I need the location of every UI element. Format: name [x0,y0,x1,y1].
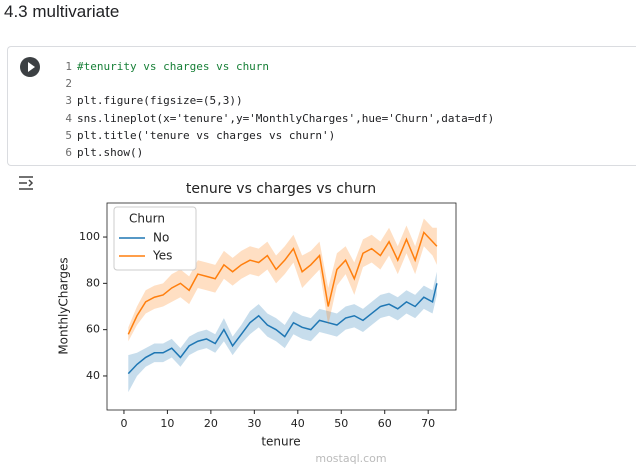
line-number: 6 [65,145,72,159]
x-tick-label: 0 [120,417,127,430]
line [127,230,438,335]
legend-box [113,206,197,271]
plot-frame [106,202,457,411]
x-tick-label: 50 [334,417,348,430]
y-tick-label: 60 [86,323,100,336]
y-tick-label: 40 [86,369,100,382]
legend-title: Churn [129,212,165,226]
x-tick-label: 70 [421,417,435,430]
x-tick-label: 20 [204,417,218,430]
code-line: 2 [60,75,494,92]
x-tick-label: 10 [160,417,174,430]
code-line: 6 plt.show() [60,144,494,161]
y-tick-label: 80 [86,276,100,289]
watermark: mostaql.com [315,452,386,465]
output-icon[interactable] [17,174,35,192]
x-tick-label: 60 [378,417,392,430]
code-editor[interactable]: 1 #tenurity vs charges vs churn 2 3 plt.figu… [60,58,494,161]
y-tick-label: 100 [79,230,100,243]
code-line: 5 plt.title('tenure vs charges vs churn') [60,127,494,144]
line-number: 3 [65,94,72,108]
line-number: 4 [65,111,72,125]
run-button[interactable] [20,57,40,77]
code-line: 1 #tenurity vs charges vs churn [60,58,494,75]
chart: tenure vs charges vs churn tenure Monthl… [57,181,457,465]
code-text: plt.show() [77,145,144,159]
line-number: 1 [65,60,72,73]
line-number: 2 [65,77,72,91]
line [127,283,438,375]
legend-label: Yes [152,249,172,263]
legend-label: No [153,231,169,245]
x-tick-label: 30 [247,417,261,430]
confidence-band [128,218,437,342]
section-heading: 4.3 multivariate [4,2,120,21]
legend: Churn No Yes [113,206,197,271]
code-text: plt.title('tenure vs charges vs churn') [77,128,336,142]
line-number: 5 [65,128,72,142]
y-axis-label: MonthlyCharges [57,257,71,354]
chart-title: tenure vs charges vs churn [186,181,376,197]
code-line: 3 plt.figure(figsize=(5,3)) [60,92,494,109]
code-text: plt.figure(figsize=(5,3)) [77,94,243,108]
x-tick-label: 40 [291,417,305,430]
code-text: #tenurity vs charges vs churn [77,60,270,73]
code-text: sns.lineplot(x='tenure',y='MonthlyCharge… [77,111,495,125]
x-axis-label: tenure [261,435,300,449]
code-line: 4 sns.lineplot(x='tenure',y='MonthlyCharg… [60,110,494,127]
confidence-band [128,271,437,393]
code-cell: 1 #tenurity vs charges vs churn 2 3 plt.figu… [7,46,636,166]
